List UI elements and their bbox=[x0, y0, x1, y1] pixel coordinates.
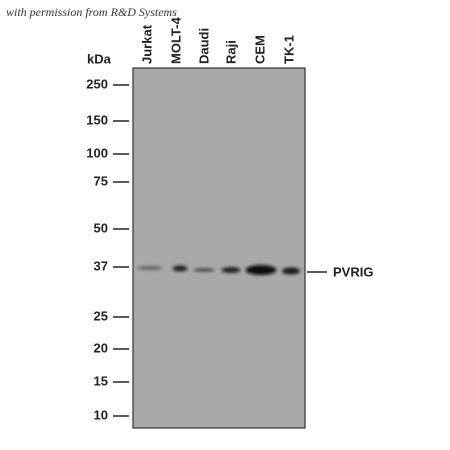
lane-label: CEM bbox=[252, 35, 267, 64]
marker-label: 10 bbox=[94, 407, 108, 422]
band bbox=[245, 265, 277, 275]
lane-label: Jurkat bbox=[139, 24, 154, 64]
marker-label: 250 bbox=[86, 76, 108, 91]
band bbox=[221, 267, 241, 273]
lane-label: TK-1 bbox=[281, 35, 296, 64]
band bbox=[137, 266, 163, 270]
marker-label: 20 bbox=[94, 340, 108, 355]
marker-label: 25 bbox=[94, 308, 108, 323]
blot bbox=[132, 67, 306, 429]
marker-label: 100 bbox=[86, 145, 108, 160]
marker-label: 150 bbox=[86, 112, 108, 127]
lane-label: Raji bbox=[223, 40, 238, 64]
credit: with permission from R&D Systems bbox=[6, 5, 177, 19]
axis-label: kDa bbox=[87, 51, 112, 66]
lane-label: Daudi bbox=[196, 28, 211, 64]
band bbox=[282, 267, 300, 275]
band bbox=[193, 268, 215, 272]
band bbox=[172, 265, 188, 272]
lane-label: MOLT-4 bbox=[168, 17, 183, 64]
bands bbox=[137, 265, 300, 275]
marker-label: 15 bbox=[94, 373, 108, 388]
band-label: PVRIG bbox=[333, 264, 373, 279]
marker-label: 50 bbox=[94, 220, 108, 235]
marker-label: 37 bbox=[94, 258, 108, 273]
marker-label: 75 bbox=[94, 173, 108, 188]
